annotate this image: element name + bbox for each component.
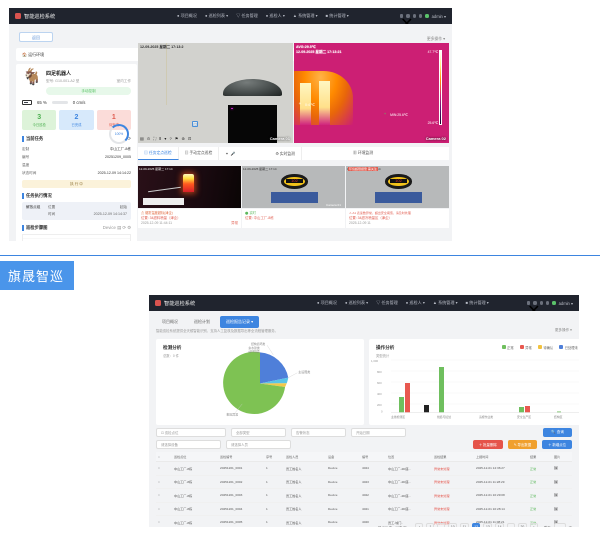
svg-text:600: 600 bbox=[377, 381, 382, 385]
svg-text:线缆与接处: 线缆与接处 bbox=[437, 415, 451, 419]
svg-text:主设障类: 主设障类 bbox=[298, 369, 310, 374]
svg-text:主线检测区: 主线检测区 bbox=[391, 415, 405, 419]
svg-text:400: 400 bbox=[377, 392, 382, 396]
svg-text:0: 0 bbox=[381, 410, 383, 414]
svg-text:200: 200 bbox=[377, 403, 382, 407]
svg-text:结构区: 结构区 bbox=[554, 415, 563, 419]
svg-text:表压异常: 表压异常 bbox=[226, 411, 238, 416]
svg-text:安全生产区: 安全生产区 bbox=[517, 415, 531, 419]
svg-text:1,000: 1,000 bbox=[371, 359, 378, 363]
svg-text:800: 800 bbox=[377, 370, 382, 374]
svg-text:违规作业类: 违规作业类 bbox=[479, 415, 493, 419]
svg-text:动环境类: 动环境类 bbox=[248, 349, 259, 353]
